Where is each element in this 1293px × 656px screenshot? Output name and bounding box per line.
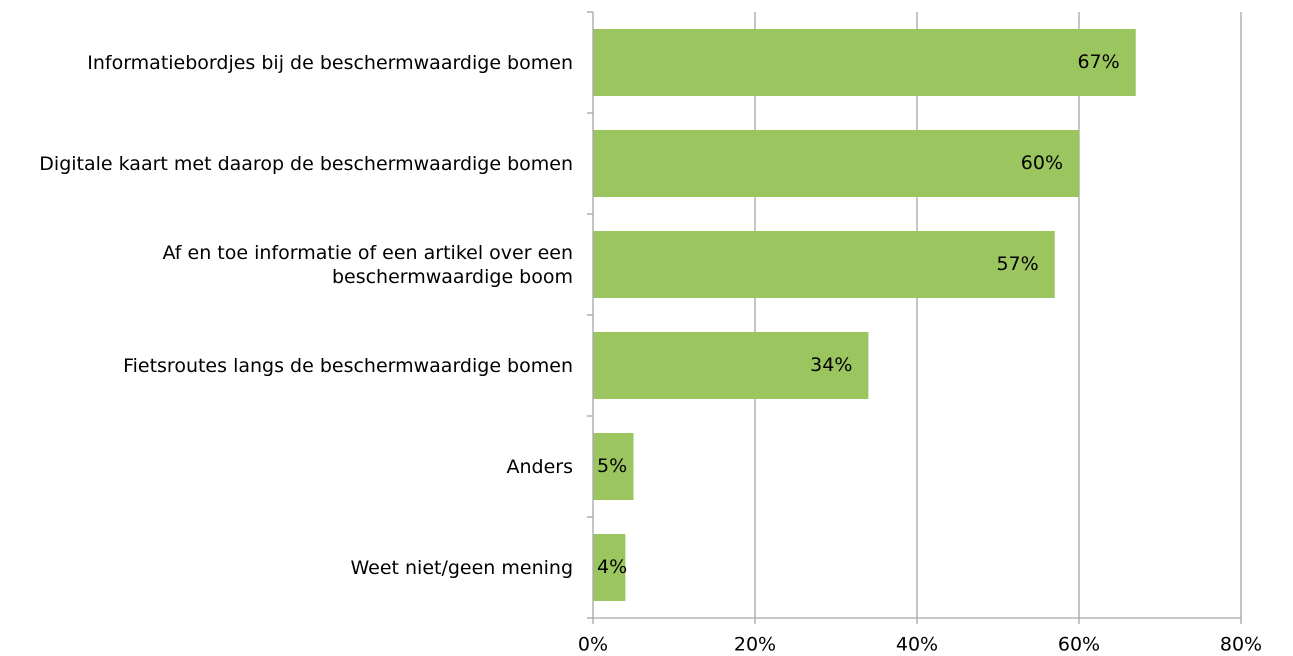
- data-label: 60%: [1021, 152, 1063, 174]
- y-tick-label: Digitale kaart met daarop de beschermwaa…: [39, 152, 573, 175]
- bar: [593, 29, 1136, 96]
- y-tick-label: Anders: [506, 455, 574, 478]
- y-tick-label: Af en toe informatie of een artikel over…: [162, 241, 573, 288]
- data-label: 4%: [597, 556, 627, 578]
- x-tick-label: 80%: [1220, 634, 1262, 656]
- data-label: 67%: [1077, 51, 1119, 73]
- data-label: 57%: [996, 253, 1038, 275]
- x-tick-label: 20%: [734, 634, 776, 656]
- bar: [593, 534, 626, 601]
- y-tick-label: Weet niet/geen mening: [350, 556, 573, 579]
- bar: [593, 130, 1079, 197]
- bar: [593, 433, 634, 500]
- y-tick-label: Informatiebordjes bij de beschermwaardig…: [87, 51, 573, 74]
- data-label: 34%: [810, 354, 852, 376]
- bar: [593, 332, 869, 399]
- x-tick-label: 40%: [896, 634, 938, 656]
- data-label: 5%: [597, 455, 627, 477]
- x-tick-label: 60%: [1058, 634, 1100, 656]
- x-tick-label: 0%: [578, 634, 608, 656]
- y-tick-label: Fietsroutes langs de beschermwaardige bo…: [123, 354, 573, 377]
- bar: [593, 231, 1055, 298]
